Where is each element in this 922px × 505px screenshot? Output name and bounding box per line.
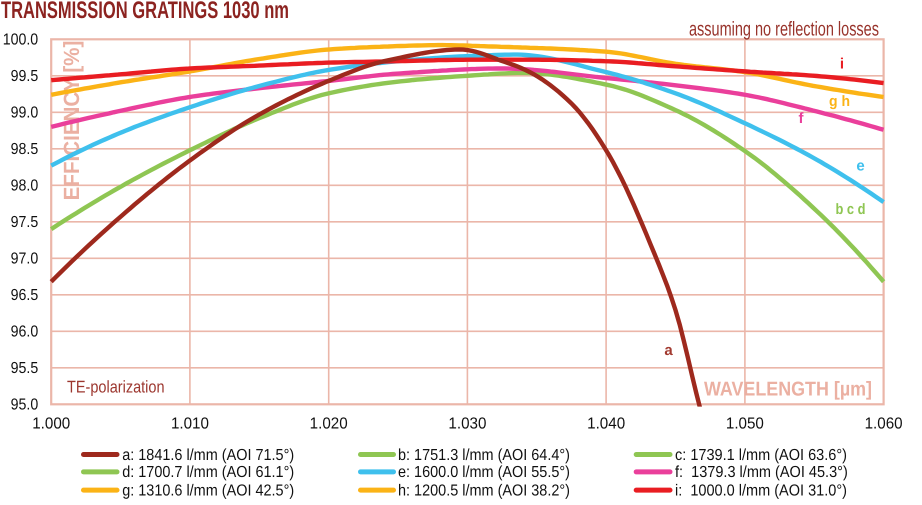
svg-text:95.0: 95.0: [11, 397, 39, 414]
svg-text:TRANSMISSION GRATINGS 1030 nm: TRANSMISSION GRATINGS 1030 nm: [1, 0, 289, 24]
svg-text:1.010: 1.010: [171, 416, 209, 433]
svg-text:1.000: 1.000: [32, 416, 70, 433]
svg-text:TE-polarization: TE-polarization: [67, 378, 165, 397]
svg-text:98.0: 98.0: [11, 178, 39, 195]
svg-text:d: 1700.7 l/mm (AOI 61.1°): d: 1700.7 l/mm (AOI 61.1°): [122, 464, 294, 481]
svg-text:f: f: [799, 110, 805, 127]
svg-text:96.0: 96.0: [11, 324, 39, 341]
svg-text:1.060: 1.060: [865, 416, 903, 433]
svg-text:g: 1310.6 l/mm (AOI 42.5°): g: 1310.6 l/mm (AOI 42.5°): [122, 482, 294, 499]
svg-text:assuming no reflection losses: assuming no reflection losses: [689, 19, 879, 41]
svg-text:96.5: 96.5: [11, 287, 39, 304]
svg-text:1.050: 1.050: [726, 416, 764, 433]
svg-text:1.020: 1.020: [310, 416, 348, 433]
svg-text:e: 1600.0 l/mm (AOI 55.5°): e: 1600.0 l/mm (AOI 55.5°): [398, 464, 570, 481]
svg-text:c: 1739.1 l/mm (AOI 63.6°): c: 1739.1 l/mm (AOI 63.6°): [675, 447, 847, 464]
svg-text:f: 1379.3 l/mm (AOI 45.3°): f: 1379.3 l/mm (AOI 45.3°): [675, 464, 848, 481]
svg-text:99.5: 99.5: [11, 68, 39, 85]
svg-text:98.5: 98.5: [11, 141, 39, 158]
svg-text:97.0: 97.0: [11, 251, 39, 268]
svg-text:99.0: 99.0: [11, 105, 39, 122]
svg-text:100.0: 100.0: [3, 32, 39, 49]
svg-text:a: 1841.6 l/mm (AOI 71.5°): a: 1841.6 l/mm (AOI 71.5°): [122, 447, 294, 464]
svg-text:95.5: 95.5: [11, 360, 39, 377]
svg-text:i: 1000.0 l/mm (AOI 31.0°): i: 1000.0 l/mm (AOI 31.0°): [675, 482, 847, 499]
svg-text:a: a: [664, 342, 673, 359]
svg-text:b c d: b c d: [835, 201, 865, 218]
svg-text:97.5: 97.5: [11, 214, 39, 231]
svg-text:g h: g h: [829, 93, 850, 110]
svg-text:e: e: [856, 158, 864, 175]
svg-text:b: 1751.3 l/mm (AOI 64.4°): b: 1751.3 l/mm (AOI 64.4°): [398, 447, 570, 464]
svg-text:i: i: [840, 56, 844, 73]
svg-text:h: 1200.5 l/mm (AOI 38.2°): h: 1200.5 l/mm (AOI 38.2°): [398, 482, 570, 499]
svg-text:1.030: 1.030: [448, 416, 486, 433]
svg-text:WAVELENGTH [µm]: WAVELENGTH [µm]: [704, 379, 872, 401]
svg-text:1.040: 1.040: [587, 416, 625, 433]
